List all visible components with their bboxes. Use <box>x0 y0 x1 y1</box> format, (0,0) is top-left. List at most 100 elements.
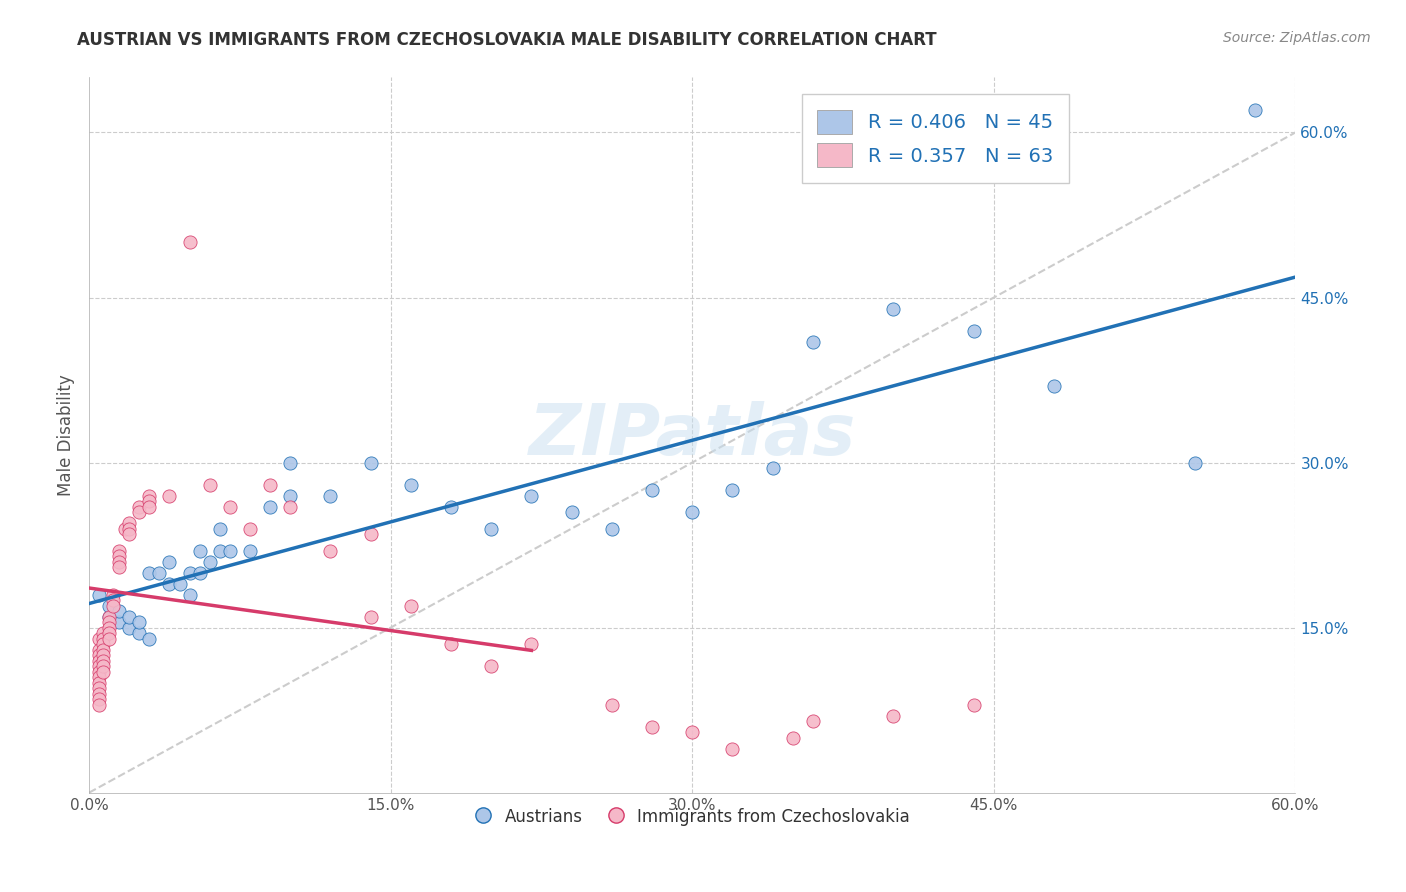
Point <box>118 609 141 624</box>
Point <box>91 659 114 673</box>
Point <box>108 615 131 629</box>
Point <box>561 505 583 519</box>
Point <box>440 500 463 514</box>
Point <box>179 588 201 602</box>
Point <box>600 522 623 536</box>
Point <box>91 632 114 646</box>
Point <box>87 681 110 695</box>
Text: AUSTRIAN VS IMMIGRANTS FROM CZECHOSLOVAKIA MALE DISABILITY CORRELATION CHART: AUSTRIAN VS IMMIGRANTS FROM CZECHOSLOVAK… <box>77 31 936 49</box>
Point <box>128 500 150 514</box>
Point <box>118 516 141 530</box>
Point <box>319 543 342 558</box>
Point <box>239 522 262 536</box>
Point <box>91 654 114 668</box>
Point <box>148 566 170 580</box>
Point <box>87 588 110 602</box>
Point <box>882 301 904 316</box>
Point <box>721 741 744 756</box>
Point <box>87 654 110 668</box>
Point <box>1043 378 1066 392</box>
Text: Source: ZipAtlas.com: Source: ZipAtlas.com <box>1223 31 1371 45</box>
Point <box>87 665 110 679</box>
Point <box>98 609 121 624</box>
Point <box>87 659 110 673</box>
Point <box>239 543 262 558</box>
Point <box>208 543 231 558</box>
Point <box>198 477 221 491</box>
Text: ZIPatlas: ZIPatlas <box>529 401 856 469</box>
Point <box>108 560 131 574</box>
Point <box>114 522 136 536</box>
Point <box>118 621 141 635</box>
Point <box>1184 456 1206 470</box>
Point <box>128 615 150 629</box>
Point <box>159 555 181 569</box>
Point <box>218 543 240 558</box>
Point <box>159 576 181 591</box>
Point <box>179 566 201 580</box>
Point <box>188 566 211 580</box>
Point <box>98 626 121 640</box>
Point <box>118 527 141 541</box>
Point <box>782 731 804 745</box>
Point <box>87 648 110 662</box>
Point <box>98 621 121 635</box>
Point <box>103 599 125 613</box>
Point <box>98 609 121 624</box>
Point <box>87 632 110 646</box>
Point <box>138 632 160 646</box>
Point <box>128 505 150 519</box>
Point <box>98 632 121 646</box>
Point <box>882 708 904 723</box>
Point <box>801 334 824 349</box>
Point <box>259 477 281 491</box>
Point <box>169 576 191 591</box>
Point <box>128 626 150 640</box>
Point <box>87 642 110 657</box>
Point <box>118 522 141 536</box>
Point <box>103 593 125 607</box>
Point <box>91 642 114 657</box>
Point <box>108 549 131 563</box>
Point <box>218 500 240 514</box>
Point <box>278 456 301 470</box>
Point <box>87 675 110 690</box>
Point <box>103 588 125 602</box>
Point <box>91 637 114 651</box>
Point <box>87 687 110 701</box>
Point <box>91 665 114 679</box>
Point <box>278 489 301 503</box>
Point <box>259 500 281 514</box>
Point <box>681 725 703 739</box>
Point <box>278 500 301 514</box>
Point <box>963 324 986 338</box>
Point <box>399 599 422 613</box>
Point <box>520 637 543 651</box>
Point <box>681 505 703 519</box>
Point <box>108 555 131 569</box>
Point <box>479 522 502 536</box>
Point <box>641 720 664 734</box>
Point <box>801 714 824 728</box>
Point <box>641 483 664 497</box>
Point <box>138 494 160 508</box>
Point <box>98 599 121 613</box>
Point <box>208 522 231 536</box>
Point <box>87 670 110 684</box>
Point <box>520 489 543 503</box>
Point <box>963 698 986 712</box>
Point <box>319 489 342 503</box>
Point <box>138 489 160 503</box>
Point <box>138 566 160 580</box>
Point <box>399 477 422 491</box>
Point <box>360 609 382 624</box>
Point <box>360 456 382 470</box>
Point <box>159 489 181 503</box>
Point <box>91 626 114 640</box>
Point <box>600 698 623 712</box>
Legend: Austrians, Immigrants from Czechoslovakia: Austrians, Immigrants from Czechoslovaki… <box>465 800 918 834</box>
Point <box>440 637 463 651</box>
Point <box>91 648 114 662</box>
Point <box>721 483 744 497</box>
Point <box>179 235 201 250</box>
